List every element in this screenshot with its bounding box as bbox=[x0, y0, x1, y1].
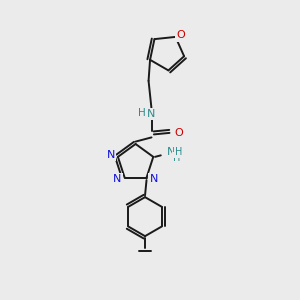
Text: N: N bbox=[149, 174, 158, 184]
Text: H: H bbox=[175, 147, 182, 157]
Text: H: H bbox=[173, 153, 180, 163]
Text: O: O bbox=[176, 30, 185, 40]
Text: N: N bbox=[113, 174, 122, 184]
Text: N: N bbox=[106, 150, 115, 161]
Text: O: O bbox=[174, 128, 183, 138]
Text: H: H bbox=[138, 107, 146, 118]
Text: N: N bbox=[167, 147, 176, 157]
Text: N: N bbox=[147, 109, 156, 119]
